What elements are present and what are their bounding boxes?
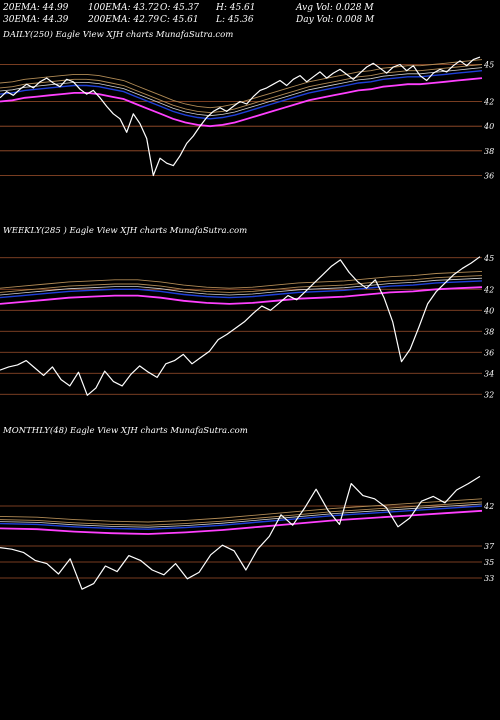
ema-line-mid [0, 509, 483, 535]
y-tick-label: 40 [483, 306, 494, 315]
ema30-stat: 30EMA: 44.39 [3, 15, 69, 25]
monthly-chart: 42 37 35 33 [0, 475, 495, 590]
y-tick-label: 42 [483, 502, 494, 511]
monthly-panel-label: MONTHLY(48) Eagle View XJH charts Munafa… [3, 426, 248, 436]
ema-line-gray [0, 503, 483, 528]
y-tick-label: 32 [484, 390, 494, 399]
low-stat: L: 45.36 [216, 15, 254, 25]
ema200-stat: 200EMA: 42.79 [88, 15, 160, 25]
y-tick-label: 38 [484, 327, 494, 336]
y-tick-label: 42 [483, 98, 494, 107]
y-tick-label: 40 [483, 122, 494, 131]
high-stat: H: 45.61 [216, 3, 256, 13]
ema-line-fast [0, 70, 483, 120]
ema100-stat: 100EMA: 43.72 [88, 3, 160, 13]
ema-line-slow-a [0, 275, 483, 293]
open-stat: O: 45.37 [160, 3, 200, 13]
weekly-panel-label: WEEKLY(285 ) Eagle View XJH charts Munaf… [3, 226, 248, 236]
y-tick-label: 33 [484, 574, 494, 583]
y-tick-label: 36 [484, 348, 494, 357]
y-tick-label: 45 [483, 61, 494, 70]
daily-panel-label: DAILY(250) Eagle View XJH charts MunafaS… [3, 30, 234, 40]
y-tick-label: 42 [483, 285, 494, 294]
ema-line-gray [0, 277, 483, 296]
y-tick-label: 35 [484, 558, 494, 567]
ema-line-mid [0, 286, 483, 305]
ema-line-gray [0, 67, 483, 117]
daily-chart: 45 42 40 38 36 [0, 56, 494, 181]
ema-line-fast [0, 505, 483, 530]
ema-line-mid [0, 77, 483, 128]
price-line [0, 56, 481, 177]
price-line [0, 256, 481, 396]
close-stat: C: 45.61 [160, 15, 199, 25]
y-tick-label: 38 [484, 147, 494, 156]
price-line [0, 475, 481, 590]
ema-line-slow-a [0, 501, 483, 526]
ema-line-fast [0, 280, 483, 299]
y-tick-label: 37 [484, 542, 495, 551]
day-vol-stat: Day Vol: 0.008 M [296, 15, 375, 25]
ema-line-slow-b [0, 270, 483, 289]
y-tick-label: 36 [484, 172, 494, 181]
ema-line-slow-b [0, 498, 483, 523]
indicator-header: 20EMA: 44.99 100EMA: 43.72 O: 45.37 H: 4… [0, 0, 500, 30]
weekly-chart: 45 42 40 38 36 34 32 [0, 254, 494, 399]
y-tick-label: 34 [484, 369, 494, 378]
ema-line-slow-a [0, 64, 483, 114]
avg-vol-stat: Avg Vol: 0.028 M [296, 3, 374, 13]
ema20-stat: 20EMA: 44.99 [3, 3, 69, 13]
y-tick-label: 45 [483, 254, 494, 263]
